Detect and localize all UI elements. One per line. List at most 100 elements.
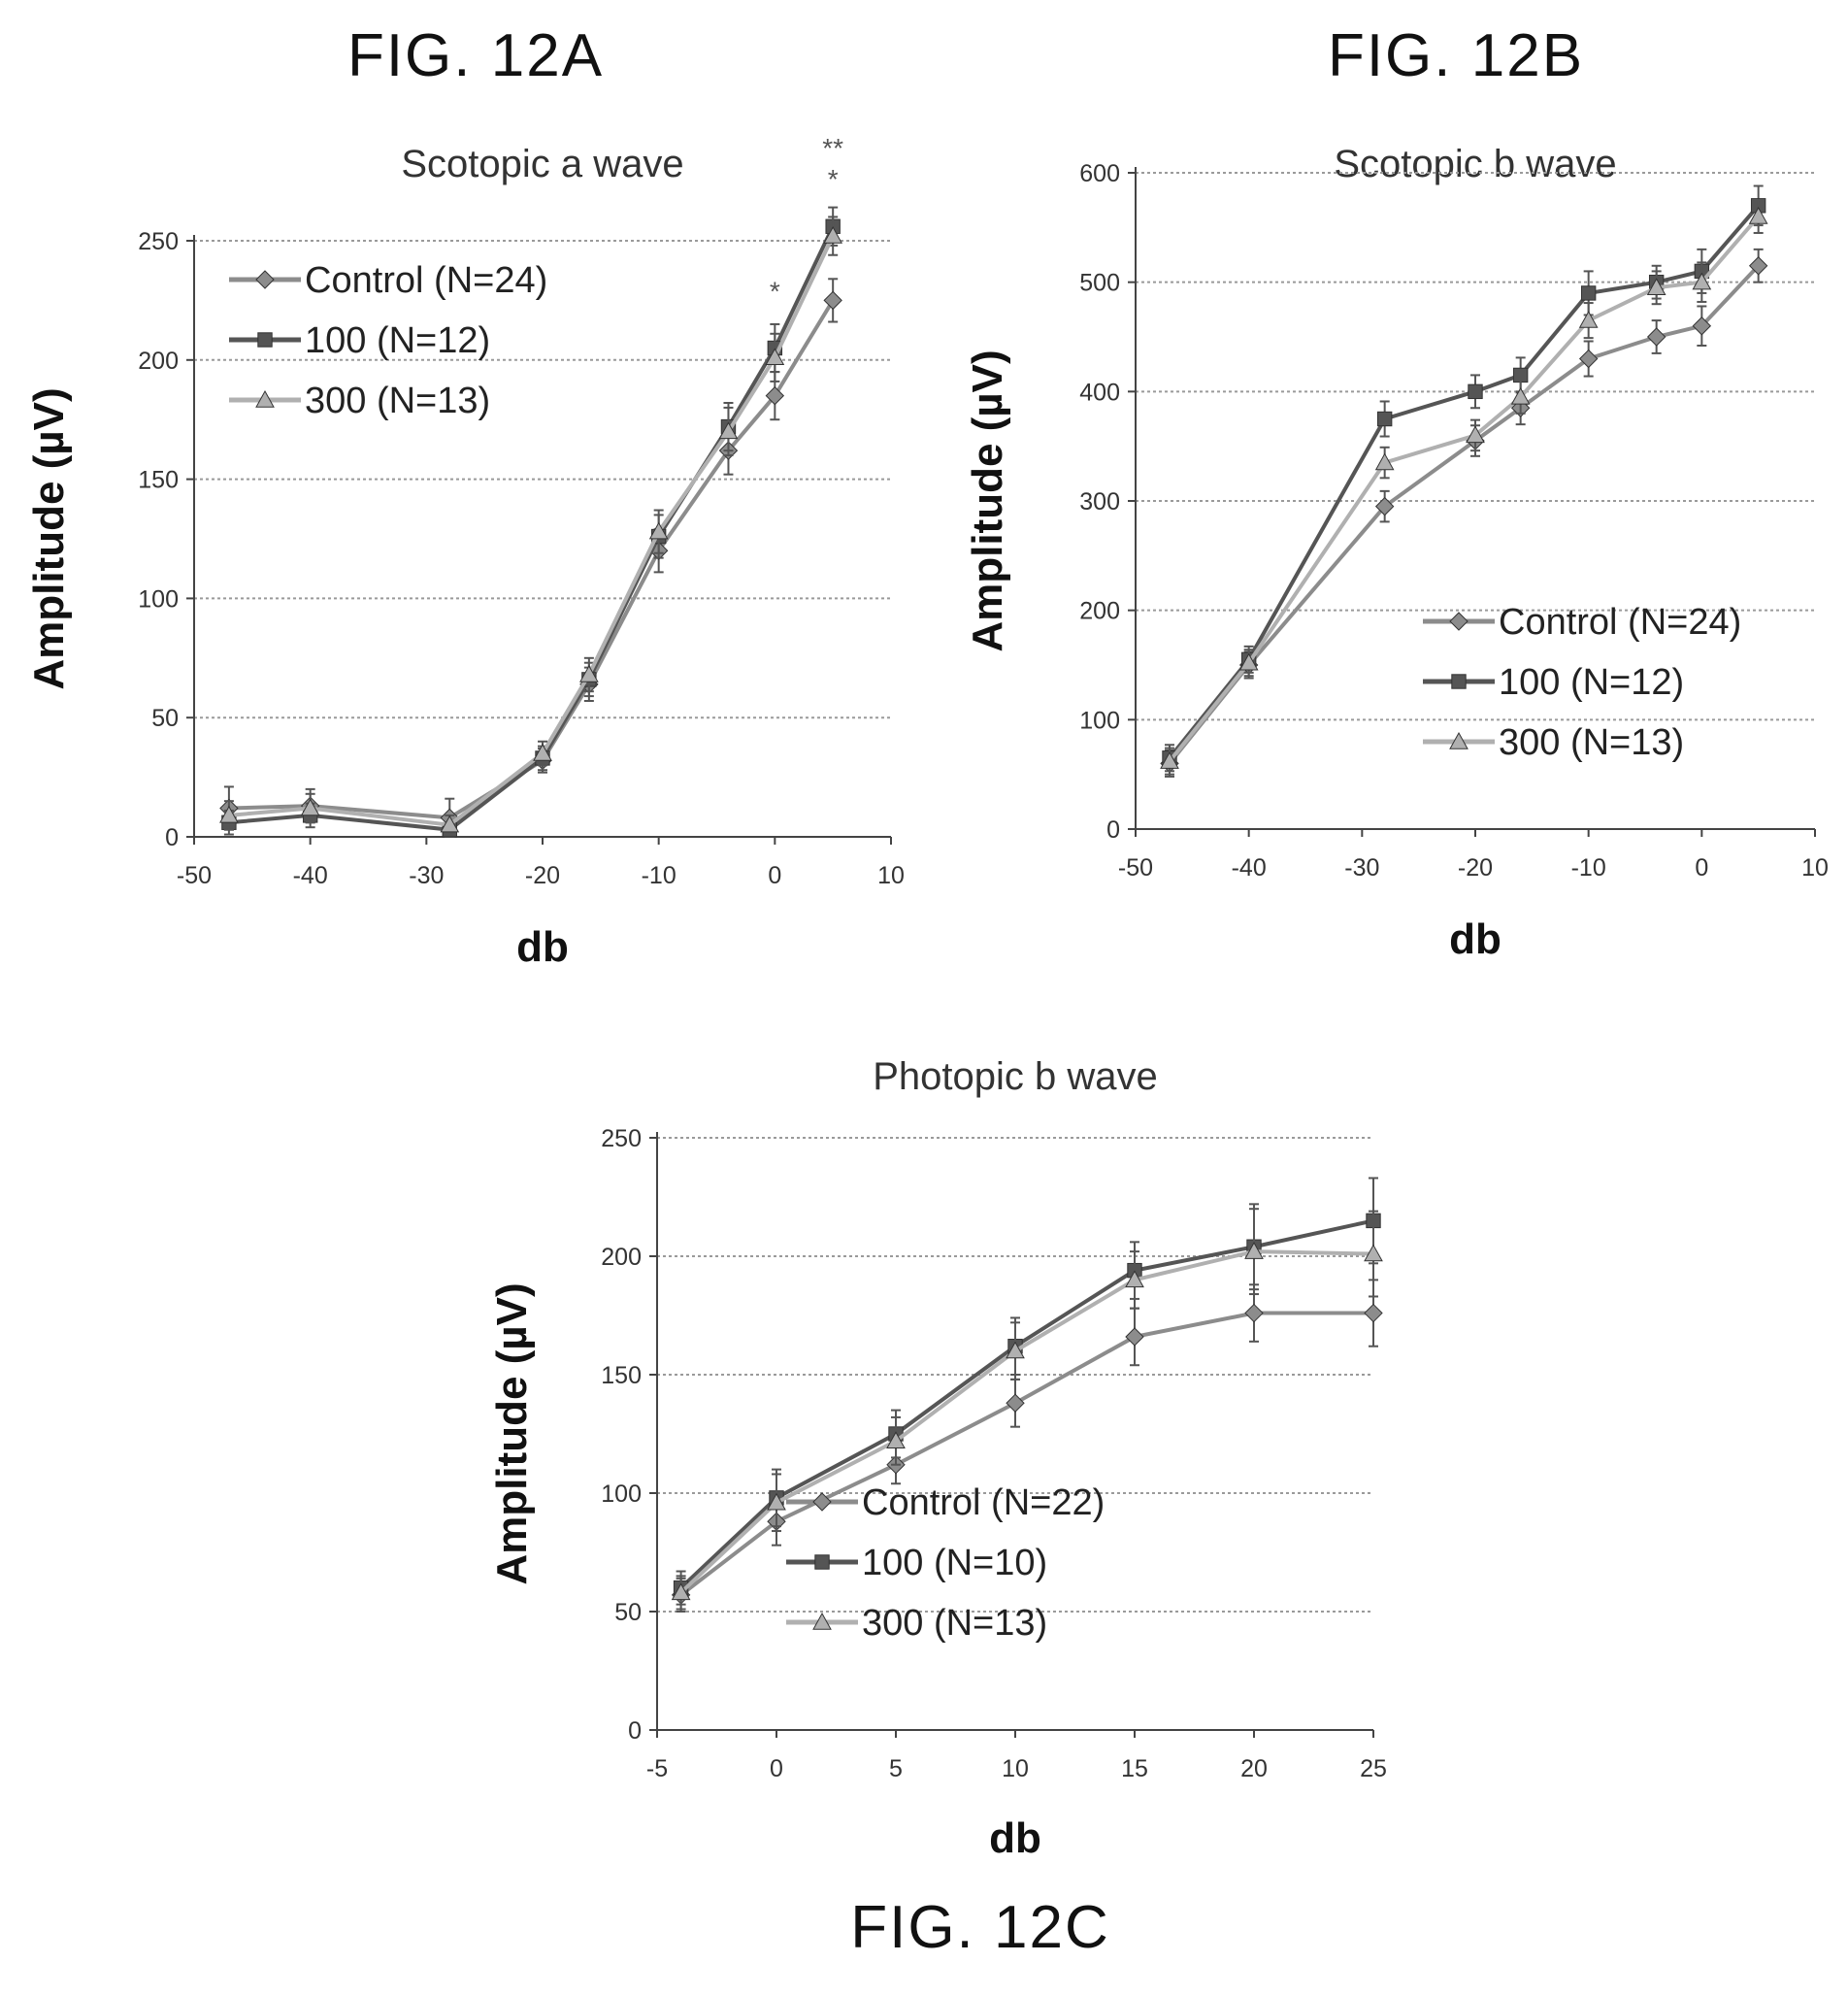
- data-point: [1376, 411, 1393, 427]
- data-point: [1244, 1303, 1264, 1323]
- y-tick-label: 500: [1079, 270, 1120, 297]
- y-tick-label: 300: [1079, 488, 1120, 516]
- y-axis-label: Amplitude (µV): [964, 349, 1011, 651]
- data-point: [1578, 311, 1599, 328]
- x-tick-label: -50: [1118, 854, 1153, 882]
- legend-marker: [255, 270, 275, 289]
- chart-title: Scotopic b wave: [1334, 143, 1616, 185]
- x-tick-label: 5: [889, 1755, 903, 1782]
- data-point: [765, 348, 785, 366]
- data-point: [1510, 386, 1531, 405]
- y-axis-label: Amplitude (µV): [488, 1282, 536, 1584]
- data-point: [1125, 1327, 1144, 1347]
- y-axis-label: Amplitude (µV): [25, 387, 73, 689]
- x-tick-label: -30: [1344, 854, 1379, 882]
- significance-annotation: *: [770, 276, 780, 306]
- x-tick-label: 0: [770, 1755, 783, 1782]
- data-point: [1580, 285, 1597, 301]
- y-tick-label: 150: [601, 1362, 642, 1389]
- y-tick-label: 100: [601, 1480, 642, 1508]
- data-point: [1692, 272, 1712, 290]
- y-tick-label: 600: [1079, 160, 1120, 187]
- data-point: [823, 290, 842, 311]
- data-point: [1578, 349, 1599, 369]
- x-tick-label: -50: [177, 862, 212, 889]
- chart-title: Scotopic a wave: [401, 143, 683, 185]
- data-point: [1160, 751, 1179, 769]
- data-point: [767, 1492, 786, 1511]
- x-tick-label: 0: [768, 862, 781, 889]
- significance-annotation: *: [828, 164, 839, 194]
- y-tick-label: 250: [601, 1125, 642, 1152]
- series-line: [679, 1249, 1374, 1594]
- x-tick-label: -5: [646, 1755, 668, 1782]
- x-tick-label: -20: [1458, 854, 1493, 882]
- legend-label: 100 (N=10): [862, 1543, 1047, 1583]
- data-point: [823, 226, 843, 244]
- y-tick-label: 50: [614, 1599, 642, 1626]
- data-point: [1748, 256, 1768, 276]
- chart-title: Photopic b wave: [873, 1055, 1158, 1098]
- data-point: [886, 1431, 906, 1449]
- y-tick-label: 0: [628, 1717, 642, 1745]
- x-tick-label: -40: [293, 862, 328, 889]
- legend-marker: [1449, 612, 1468, 631]
- significance-annotation: **: [822, 133, 843, 163]
- x-tick-label: -10: [642, 862, 676, 889]
- x-tick-label: 15: [1121, 1755, 1148, 1782]
- data-point: [1374, 496, 1395, 516]
- x-tick-label: 20: [1240, 1755, 1268, 1782]
- x-tick-label: -10: [1571, 854, 1606, 882]
- data-point: [1748, 207, 1768, 224]
- legend-marker: [255, 389, 275, 408]
- x-axis-label: db: [516, 923, 569, 971]
- data-point: [1364, 1244, 1383, 1262]
- x-tick-label: 10: [1002, 1755, 1029, 1782]
- series-line: [679, 1218, 1374, 1590]
- y-tick-label: 200: [601, 1244, 642, 1271]
- data-point: [648, 521, 669, 540]
- x-tick-label: 25: [1360, 1755, 1387, 1782]
- data-point: [579, 664, 599, 682]
- y-tick-label: 200: [138, 348, 179, 375]
- data-point: [1125, 1270, 1144, 1288]
- y-tick-label: 150: [138, 467, 179, 494]
- data-point: [765, 385, 785, 406]
- legend-marker: [814, 1554, 830, 1570]
- data-point: [1466, 425, 1485, 444]
- y-tick-label: 100: [1079, 707, 1120, 734]
- x-tick-label: -30: [409, 862, 444, 889]
- x-tick-label: 10: [1801, 854, 1829, 882]
- series-control: [219, 278, 842, 838]
- legend: Control (N=22) 100 (N=10) 300 (N=13): [786, 1482, 1105, 1644]
- legend: Control (N=24) 100 (N=12) 300 (N=13): [1423, 602, 1741, 763]
- legend: Control (N=24) 100 (N=12) 300 (N=13): [229, 260, 547, 421]
- y-tick-label: 0: [1106, 816, 1120, 844]
- x-axis-label: db: [989, 1814, 1041, 1862]
- x-tick-label: 10: [877, 862, 905, 889]
- y-tick-label: 250: [138, 228, 179, 255]
- legend-marker: [812, 1612, 832, 1630]
- figure-label-12c: FIG. 12C: [850, 1894, 1110, 1961]
- legend-label: Control (N=24): [305, 260, 547, 301]
- series-300: [219, 216, 843, 836]
- data-point: [1238, 652, 1259, 671]
- legend-label: Control (N=22): [862, 1482, 1105, 1523]
- legend-marker: [1451, 674, 1467, 689]
- data-point: [1244, 1242, 1264, 1259]
- legend-label: Control (N=24): [1499, 602, 1741, 643]
- legend-label: 300 (N=13): [862, 1603, 1047, 1644]
- series-100: [673, 1177, 1381, 1606]
- legend-label: 300 (N=13): [305, 381, 490, 421]
- y-tick-label: 400: [1079, 379, 1120, 406]
- data-point: [1646, 327, 1666, 347]
- data-point: [300, 798, 320, 816]
- y-tick-label: 0: [165, 824, 179, 851]
- data-point: [671, 1582, 691, 1601]
- data-point: [1468, 383, 1483, 400]
- x-tick-label: -40: [1232, 854, 1267, 882]
- data-point: [533, 744, 552, 761]
